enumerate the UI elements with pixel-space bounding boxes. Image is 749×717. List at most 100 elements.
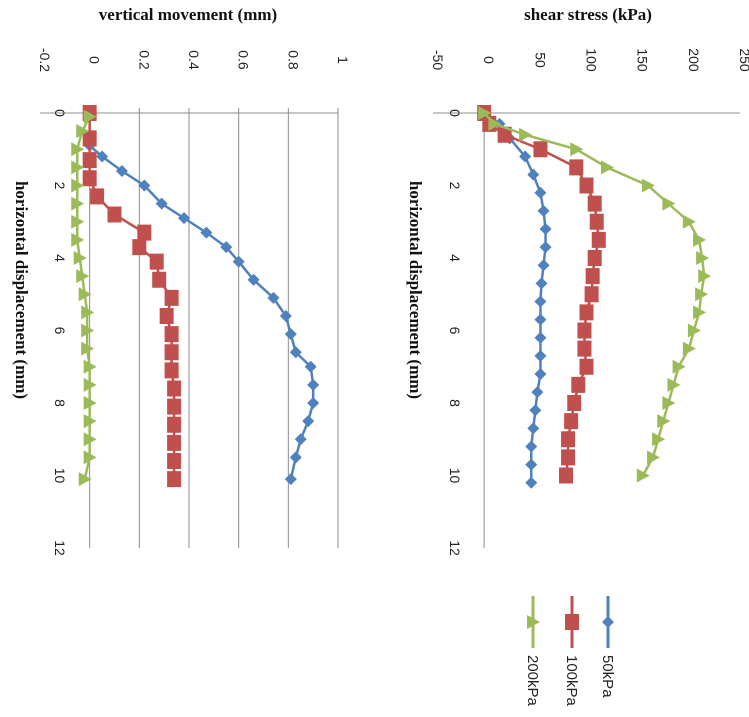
c1-point-200kPa [71,160,85,175]
c1-point-100kPa [167,398,182,415]
c1-point-200kPa [83,359,97,374]
c1-point-50kPa [284,473,297,486]
c2-point-50kPa [537,259,550,272]
legend-label-50kPa: 50kPa [599,655,616,698]
c1-point-200kPa [83,109,97,124]
shear-stress-chart: 0 2 4 6 8 10 12 -50 0 50 100 150 200 250 shear stres… [406,5,749,556]
c2-point-100kPa [571,376,586,393]
c2-point-50kPa [529,404,542,417]
c1-point-100kPa [164,289,179,306]
c2-x-tick-label: 10 [447,468,463,484]
c2-point-100kPa [591,231,606,248]
c1-horizontal-displacement-axis-title: horizontal displacement (mm) [12,181,31,399]
c1-x-tick-label: 12 [52,540,68,556]
c1-point-100kPa [167,434,182,451]
c1-point-100kPa [167,471,182,488]
c1-point-50kPa [115,165,128,177]
c2-point-100kPa [584,286,599,303]
c1-point-100kPa [82,152,97,169]
c2-point-100kPa [567,395,582,411]
c2-point-50kPa [525,440,538,453]
c1-point-200kPa [83,432,97,447]
c2-point-50kPa [534,368,547,380]
c1-point-200kPa [71,142,85,157]
c1-x-tick-label: 6 [52,327,68,335]
legend-marker-100kPa [565,614,579,630]
c2-y-tick-label: 50 [532,52,548,68]
c1-point-100kPa [107,206,122,223]
c1-point-200kPa [81,323,95,338]
c2-point-50kPa [534,331,547,344]
c2-y-tick-label: 150 [635,48,651,72]
c2-point-100kPa [497,126,512,143]
c2-x-tick-label: 0 [447,109,463,117]
c1-point-100kPa [82,170,97,187]
c1-point-50kPa [279,310,292,322]
c2-point-100kPa [577,340,592,357]
c1-point-200kPa [76,269,90,284]
c2-point-200kPa [657,414,671,429]
c2-point-100kPa [579,358,594,375]
c1-point-200kPa [73,251,87,265]
c1-point-100kPa [164,362,179,379]
c2-point-200kPa [698,269,712,284]
c2-series-line-50kPa [483,111,547,483]
c1-y-tick-label: 0 [87,56,103,64]
c1-y-tick-label: -0.2 [37,48,53,72]
c1-point-100kPa [167,453,182,469]
c2-point-200kPa [662,396,676,410]
c1-point-100kPa [167,416,182,433]
c1-point-100kPa [159,308,174,324]
vertical-movement-chart: 0 2 4 6 8 10 12 -0.2 0 0.2 0.4 0.6 0.8 1 vertical mo… [12,5,351,556]
c2-point-200kPa [662,196,676,211]
c1-point-50kPa [178,212,191,225]
c1-point-50kPa [307,378,320,391]
c2-y-tick-label: 200 [686,48,702,72]
c1-point-50kPa [284,328,297,341]
c1-point-50kPa [304,360,317,373]
c1-x-tick-label: 4 [52,254,68,262]
c2-point-200kPa [641,178,655,193]
c2-point-100kPa [561,449,576,466]
c1-point-50kPa [302,415,315,428]
legend-marker-200kPa [527,615,540,629]
c2-point-200kPa [682,214,696,229]
c2-point-200kPa [570,142,584,157]
c1-point-100kPa [149,253,164,270]
c1-y-tick-label: 0.8 [285,50,301,70]
c2-point-200kPa [652,432,666,447]
c1-point-200kPa [83,450,97,465]
legend-label-100kPa: 100kPa [563,655,580,707]
c2-x-tick-label: 8 [447,399,463,407]
c1-x-tick-label: 8 [52,399,68,407]
c2-point-200kPa [488,116,502,131]
c2-point-100kPa [579,177,594,194]
c2-point-200kPa [667,377,681,392]
c1-point-50kPa [96,150,109,163]
c1-point-50kPa [155,197,168,210]
c1-point-200kPa [71,214,85,229]
c1-point-200kPa [83,414,97,429]
c1-point-50kPa [307,397,320,409]
c2-point-50kPa [519,150,532,163]
c2-point-50kPa [535,277,548,290]
c1-point-50kPa [294,433,307,446]
c1-x-tick-label: 10 [52,468,68,484]
c2-point-100kPa [564,413,579,430]
c1-point-100kPa [90,188,105,205]
c1-point-100kPa [167,380,182,397]
c2-point-100kPa [577,322,592,339]
c1-point-200kPa [81,341,95,356]
c1-point-50kPa [267,291,280,304]
c2-point-50kPa [534,313,547,326]
c1-point-100kPa [137,224,152,241]
c1-point-200kPa [81,305,95,320]
c2-point-100kPa [589,213,604,230]
c1-point-100kPa [82,130,97,147]
c1-point-100kPa [164,344,179,361]
c1-point-200kPa [71,178,85,193]
c2-point-50kPa [534,295,547,308]
c1-series-line-100kPa [88,113,176,480]
c2-series-line-100kPa [483,112,601,476]
